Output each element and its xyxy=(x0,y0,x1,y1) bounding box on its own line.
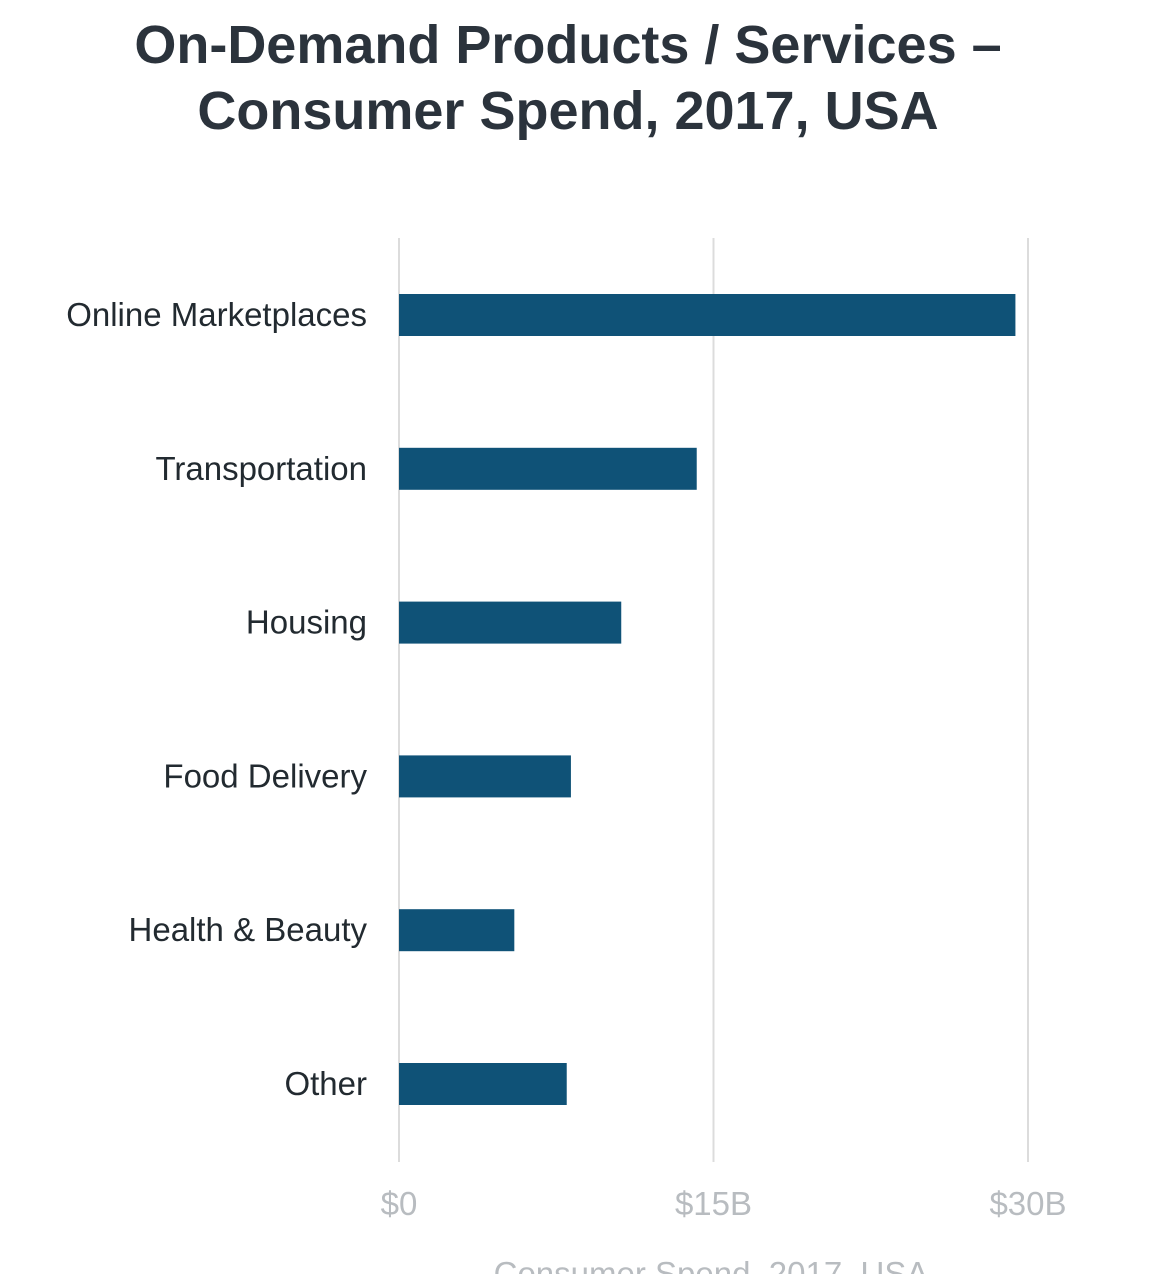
bar-3 xyxy=(399,755,571,798)
bar-5 xyxy=(399,1063,567,1105)
category-label-1: Transportation xyxy=(155,450,367,487)
category-label-3: Food Delivery xyxy=(163,757,367,794)
x-tick-label-1: $15B xyxy=(675,1185,752,1222)
chart-title-line-1: On-Demand Products / Services – xyxy=(134,15,1002,75)
x-axis-title: Consumer Spend, 2017, USA xyxy=(494,1255,929,1274)
chart-title-line-2: Consumer Spend, 2017, USA xyxy=(197,81,939,141)
bar-0 xyxy=(399,294,1016,336)
x-tick-label-2: $30B xyxy=(989,1185,1066,1222)
category-label-5: Other xyxy=(284,1065,367,1102)
category-label-2: Housing xyxy=(246,604,367,641)
bar-2 xyxy=(399,601,622,644)
chart-title: On-Demand Products / Services – Consumer… xyxy=(0,12,1136,144)
category-label-0: Online Marketplaces xyxy=(66,296,367,333)
category-label-4: Health & Beauty xyxy=(129,911,368,948)
x-tick-label-0: $0 xyxy=(381,1185,418,1222)
bar-1 xyxy=(399,447,697,490)
bar-4 xyxy=(399,909,515,952)
